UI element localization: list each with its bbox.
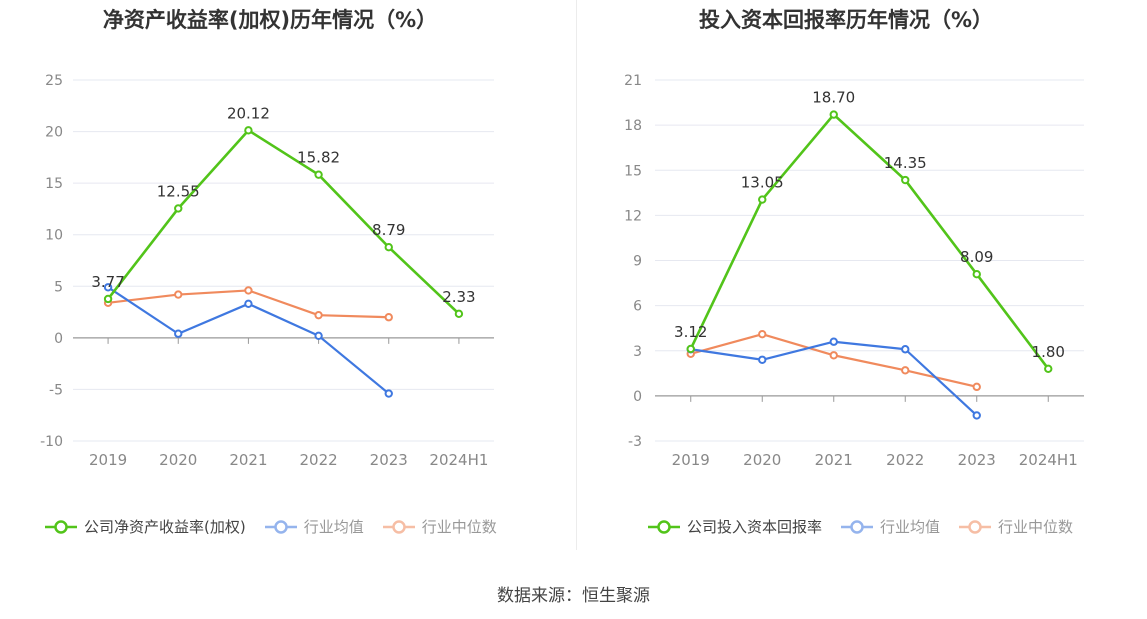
data-point-industry_avg <box>972 411 981 420</box>
data-label: 1.80 <box>1032 343 1065 361</box>
x-tick-label: 2020 <box>743 451 781 469</box>
data-label: 20.12 <box>227 104 270 122</box>
roic-legend: 公司投入资本回报率 行业均值 行业中位数 <box>647 516 1073 537</box>
data-point-company <box>758 195 767 204</box>
roe-line-chart: -10 -5 0 5 10 15 20 25 2019 2020 2021 2022 2023 2024H… <box>40 73 494 469</box>
series-line-company <box>689 113 1050 370</box>
roe-legend: 公司净资产收益率(加权) 行业均值 行业中位数 <box>44 516 497 537</box>
legend-line-marker-blue-icon <box>841 519 874 534</box>
y-tick-label: 6 <box>633 299 642 315</box>
legend-line-marker-green-icon <box>45 519 77 534</box>
data-point-company <box>686 344 695 354</box>
legend-line-marker-orange-icon <box>959 519 992 534</box>
roic-chart-title: 投入资本回报率历年情况（%） <box>698 8 994 32</box>
y-tick-label: 15 <box>45 176 63 192</box>
data-point-industry_median <box>174 290 183 299</box>
data-label: 15.82 <box>297 149 340 167</box>
data-point-industry_avg <box>244 299 253 309</box>
data-point-industry_median <box>758 330 767 339</box>
y-tick-label: 10 <box>45 228 63 244</box>
data-point-company <box>829 110 838 119</box>
legend-label: 行业中位数 <box>421 518 497 536</box>
y-tick-label: 5 <box>54 279 63 295</box>
x-tick-label: 2024H1 <box>1019 451 1078 469</box>
y-tick-label: -5 <box>49 382 63 398</box>
data-label: 18.70 <box>812 89 855 107</box>
data-point-industry_avg <box>829 337 838 346</box>
x-tick-label: 2019 <box>89 451 127 469</box>
data-point-industry_median <box>829 351 838 360</box>
x-tick-label: 2022 <box>299 451 337 469</box>
data-point-industry_median <box>972 382 981 392</box>
legend-label: 行业均值 <box>880 518 941 536</box>
y-tick-label: 9 <box>633 254 642 270</box>
data-point-company <box>174 204 183 213</box>
x-tick-label: 2023 <box>370 451 408 469</box>
data-label: 14.35 <box>884 154 927 172</box>
legend-label: 公司投入资本回报率 <box>687 518 823 536</box>
legend-item-industry-avg[interactable]: 行业均值 <box>264 516 364 537</box>
roe-chart-title: 净资产收益率(加权)历年情况（%） <box>102 8 438 32</box>
data-point-industry_avg <box>174 329 183 338</box>
data-label: 12.55 <box>157 182 200 200</box>
y-tick-label: 0 <box>633 389 642 405</box>
legend-item-industry-avg[interactable]: 行业均值 <box>840 516 940 537</box>
data-point-company <box>244 126 253 135</box>
y-tick-label: 25 <box>45 73 63 89</box>
data-point-industry_avg <box>901 345 910 354</box>
data-point-industry_avg <box>314 331 323 340</box>
legend-line-marker-blue-icon <box>264 519 297 534</box>
data-point-company <box>901 175 910 185</box>
x-tick-label: 2024H1 <box>429 451 488 469</box>
legend-label: 行业均值 <box>303 518 364 536</box>
data-point-company <box>454 309 464 319</box>
legend-line-marker-green-icon <box>648 519 680 534</box>
x-tick-label: 2020 <box>159 451 197 469</box>
data-point-company <box>103 294 113 304</box>
y-tick-label: 20 <box>45 125 63 141</box>
data-source-note: 数据来源：恒生聚源 <box>497 586 650 606</box>
data-label: 2.33 <box>442 288 475 306</box>
legend-item-company[interactable]: 公司投入资本回报率 <box>647 516 822 537</box>
panel-divider <box>576 0 577 550</box>
data-point-industry_median <box>314 310 323 320</box>
data-label: 13.05 <box>741 174 784 192</box>
data-label: 8.79 <box>372 221 405 239</box>
roic-line-chart: -3 0 3 6 9 12 15 18 21 2019 2020 2021 2022 2023 2024H1… <box>624 73 1084 469</box>
data-label: 8.09 <box>960 248 993 266</box>
x-tick-label: 2021 <box>229 451 267 469</box>
series-line-company <box>107 129 460 315</box>
legend-item-industry-median[interactable]: 行业中位数 <box>382 516 497 537</box>
data-point-company <box>1044 364 1053 373</box>
legend-label: 行业中位数 <box>998 518 1074 536</box>
legend-item-company[interactable]: 公司净资产收益率(加权) <box>44 516 246 537</box>
y-tick-label: -3 <box>628 434 642 450</box>
y-tick-label: 21 <box>624 73 642 89</box>
y-tick-label: 18 <box>624 118 642 134</box>
data-label: 3.77 <box>91 273 124 291</box>
data-label: 3.12 <box>674 323 707 341</box>
x-tick-label: 2022 <box>886 451 924 469</box>
y-tick-label: 0 <box>54 331 63 347</box>
legend-line-marker-orange-icon <box>382 519 415 534</box>
data-point-industry_median <box>901 366 910 375</box>
legend-label: 公司净资产收益率(加权) <box>84 518 246 536</box>
y-tick-label: 15 <box>624 163 642 179</box>
y-tick-label: -10 <box>40 434 63 450</box>
x-tick-label: 2023 <box>958 451 996 469</box>
data-point-company <box>972 269 981 279</box>
x-tick-label: 2021 <box>815 451 853 469</box>
data-point-industry_avg <box>103 283 113 292</box>
y-tick-label: 12 <box>624 208 642 224</box>
data-point-industry_avg <box>758 355 767 364</box>
data-point-company <box>314 170 323 179</box>
data-point-industry_median <box>384 313 393 322</box>
data-point-industry_median <box>244 286 253 295</box>
x-tick-label: 2019 <box>672 451 710 469</box>
legend-item-industry-median[interactable]: 行业中位数 <box>958 516 1073 537</box>
y-tick-label: 3 <box>633 344 642 360</box>
data-point-industry_avg <box>384 389 393 398</box>
data-point-company <box>384 242 393 252</box>
